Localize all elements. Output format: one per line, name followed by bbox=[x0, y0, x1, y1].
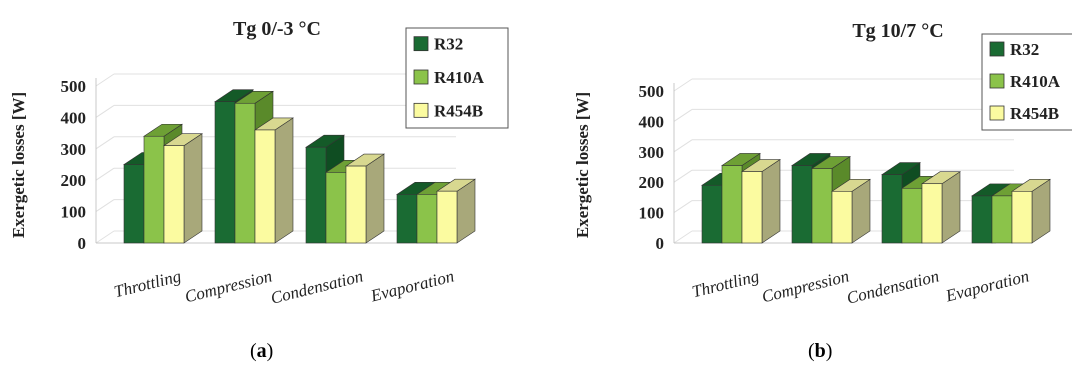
bar-front bbox=[234, 102, 256, 244]
bar-side bbox=[274, 117, 294, 244]
grid-line-diag bbox=[673, 200, 693, 214]
bar bbox=[1011, 178, 1051, 244]
legend-label: R410A bbox=[434, 68, 485, 87]
legend-swatch bbox=[989, 41, 1005, 57]
bar-front bbox=[305, 146, 327, 244]
grid-line-diag bbox=[95, 136, 115, 150]
legend-swatch bbox=[989, 73, 1005, 89]
grid-line-diag bbox=[673, 108, 693, 122]
bar-front bbox=[254, 129, 276, 244]
bar-side bbox=[183, 133, 203, 244]
legend-label: R32 bbox=[1010, 40, 1039, 59]
legend-label: R32 bbox=[434, 35, 463, 54]
legend-swatch bbox=[413, 69, 429, 85]
chart-title: Tg 0/-3 °C bbox=[233, 18, 321, 40]
bar bbox=[436, 178, 476, 244]
bar-front bbox=[325, 172, 347, 244]
panel-letter-a: a bbox=[256, 340, 267, 362]
bar-side bbox=[761, 158, 781, 244]
grid-line-diag bbox=[95, 104, 115, 118]
grid-line-diag bbox=[673, 169, 693, 183]
grid-line-diag bbox=[95, 73, 115, 87]
bar-front bbox=[416, 194, 438, 244]
bar-front bbox=[345, 165, 367, 244]
panel-letter-b: b bbox=[814, 340, 826, 362]
y-tick-label: 100 bbox=[61, 203, 87, 222]
grid-line-diag bbox=[95, 199, 115, 213]
bar-front bbox=[901, 187, 923, 244]
bar-front bbox=[971, 195, 993, 244]
chart-b: 0 100 200 300 400 500 ThrottlingCompressionCon… bbox=[573, 20, 1072, 308]
x-tick-label: Compression bbox=[183, 266, 274, 306]
bar-front bbox=[741, 171, 763, 244]
bar-side bbox=[941, 171, 961, 244]
bar-front bbox=[791, 165, 813, 244]
bar bbox=[921, 171, 961, 244]
legend: R32 R410A R454B bbox=[405, 27, 509, 129]
bar-front bbox=[811, 168, 833, 244]
bar bbox=[831, 178, 871, 244]
bar-front bbox=[701, 184, 723, 244]
panel-label-a: (a) bbox=[250, 340, 274, 362]
grid-line-diag bbox=[673, 230, 693, 244]
bar bbox=[305, 134, 345, 244]
y-tick-label: 100 bbox=[639, 204, 665, 223]
legend-label: R454B bbox=[1010, 104, 1059, 123]
bar-front bbox=[991, 195, 1013, 244]
panel-label-b: (b) bbox=[808, 340, 833, 362]
bar-front bbox=[881, 174, 903, 244]
legend-swatch bbox=[413, 102, 429, 118]
bar-front bbox=[396, 194, 418, 244]
bar-front bbox=[721, 165, 743, 244]
chart-a: 0 100 200 300 400 500 Throttling CompressionCon… bbox=[9, 18, 509, 308]
x-tick-label: Condensation bbox=[269, 266, 365, 307]
y-tick-label: 200 bbox=[639, 173, 665, 192]
legend-label: R454B bbox=[434, 101, 483, 120]
bar bbox=[254, 117, 294, 244]
bar-front bbox=[123, 164, 145, 244]
bar-front bbox=[163, 145, 185, 244]
y-tick-label: 300 bbox=[639, 143, 665, 162]
legend: R32 R410A R454B bbox=[981, 33, 1072, 131]
bar bbox=[163, 133, 203, 244]
grid-line-diag bbox=[673, 139, 693, 153]
grid-line-diag bbox=[95, 230, 115, 244]
y-tick-label: 500 bbox=[639, 82, 665, 101]
x-tick-label: Compression bbox=[760, 266, 851, 306]
grid-line-diag bbox=[95, 167, 115, 181]
bar-front bbox=[1011, 191, 1033, 244]
x-tick-label: Evaporation bbox=[368, 266, 456, 305]
legend-swatch bbox=[989, 105, 1005, 121]
y-tick-label: 0 bbox=[656, 234, 665, 253]
x-tick-label: Throttling bbox=[112, 266, 183, 301]
bar-front bbox=[214, 101, 236, 244]
legend-label: R410A bbox=[1010, 72, 1061, 91]
y-axis-label: Exergetic losses [W] bbox=[9, 92, 28, 238]
grid-line-diag bbox=[673, 78, 693, 92]
bar-front bbox=[436, 190, 458, 244]
bar bbox=[741, 158, 781, 244]
bar-front bbox=[143, 135, 165, 244]
y-tick-label: 400 bbox=[639, 112, 665, 131]
x-tick-label: Throttling bbox=[690, 266, 761, 301]
bar-side bbox=[365, 153, 385, 244]
bar-front bbox=[831, 191, 853, 244]
legend-swatch bbox=[413, 36, 429, 52]
bar-front bbox=[921, 183, 943, 244]
y-tick-label: 200 bbox=[61, 171, 87, 190]
bar bbox=[345, 153, 385, 244]
y-axis-label: Exergetic losses [W] bbox=[573, 92, 592, 238]
y-tick-label: 300 bbox=[61, 140, 87, 159]
x-tick-label: Evaporation bbox=[943, 266, 1031, 305]
x-tick-label: Condensation bbox=[845, 266, 941, 307]
chart-title: Tg 10/7 °C bbox=[852, 20, 943, 42]
y-tick-label: 500 bbox=[61, 77, 87, 96]
y-tick-label: 400 bbox=[61, 108, 87, 127]
y-tick-label: 0 bbox=[78, 234, 87, 253]
